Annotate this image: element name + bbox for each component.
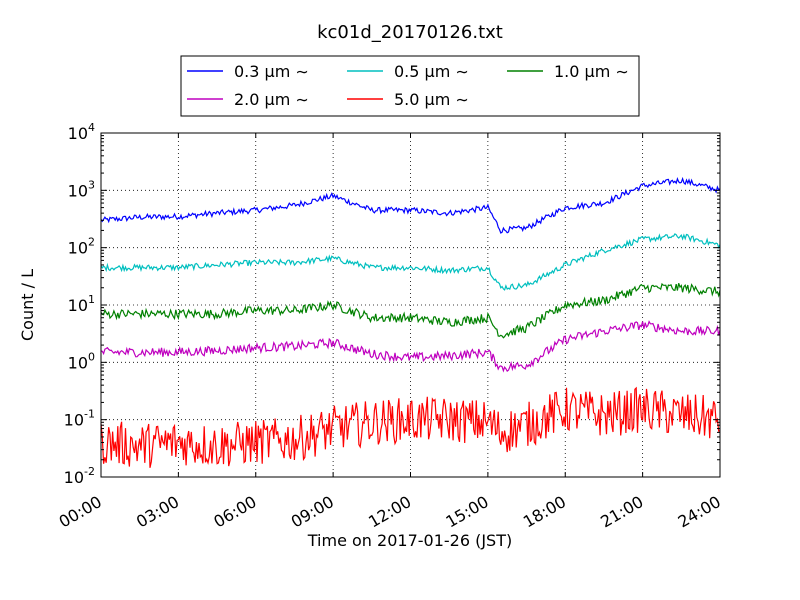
series-line-1 — [100, 233, 721, 291]
x-tick-label: 21:00 — [597, 492, 646, 532]
y-axis: 10-2 10-1 100 101 102 103 104 — [64, 121, 720, 487]
legend-label: 5.0 μm ∼ — [394, 90, 469, 109]
y-tick-label: 101 — [68, 293, 95, 315]
legend-label: 1.0 μm ∼ — [554, 62, 629, 81]
plot-area — [100, 132, 721, 478]
legend-box — [180, 55, 640, 117]
x-tick-label: 18:00 — [520, 492, 569, 532]
legend-label: 0.5 μm ∼ — [394, 62, 469, 81]
x-tick-label: 09:00 — [288, 492, 337, 532]
series-group — [100, 176, 721, 468]
series-line-2 — [100, 282, 721, 339]
x-tick-label: 00:00 — [56, 492, 105, 532]
legend-label: 0.3 μm ∼ — [234, 62, 309, 81]
x-tick-label: 24:00 — [675, 492, 724, 532]
y-axis-label: Count / L — [18, 269, 37, 341]
series-line-3 — [100, 320, 721, 373]
y-tick-label: 104 — [68, 121, 95, 143]
series-line-4 — [100, 386, 721, 468]
legend-label: 2.0 μm ∼ — [234, 90, 309, 109]
x-axis-label: Time on 2017-01-26 (JST) — [307, 531, 512, 550]
series-line-0 — [100, 176, 721, 234]
y-tick-label: 10-2 — [64, 465, 95, 487]
x-tick-label: 15:00 — [442, 492, 491, 532]
y-tick-label: 103 — [68, 178, 95, 200]
x-tick-label: 12:00 — [365, 492, 414, 532]
y-tick-label: 102 — [68, 236, 95, 258]
x-tick-label: 06:00 — [210, 492, 259, 532]
y-tick-label: 100 — [68, 350, 95, 372]
y-tick-label: 10-1 — [64, 408, 95, 430]
legend: 0.3 μm ∼ 0.5 μm ∼ 1.0 μm ∼ 2.0 μm ∼ 5.0 μm ∼ — [180, 55, 640, 117]
chart-title: kc01d_20170126.txt — [317, 22, 503, 43]
x-tick-label: 03:00 — [133, 492, 182, 532]
